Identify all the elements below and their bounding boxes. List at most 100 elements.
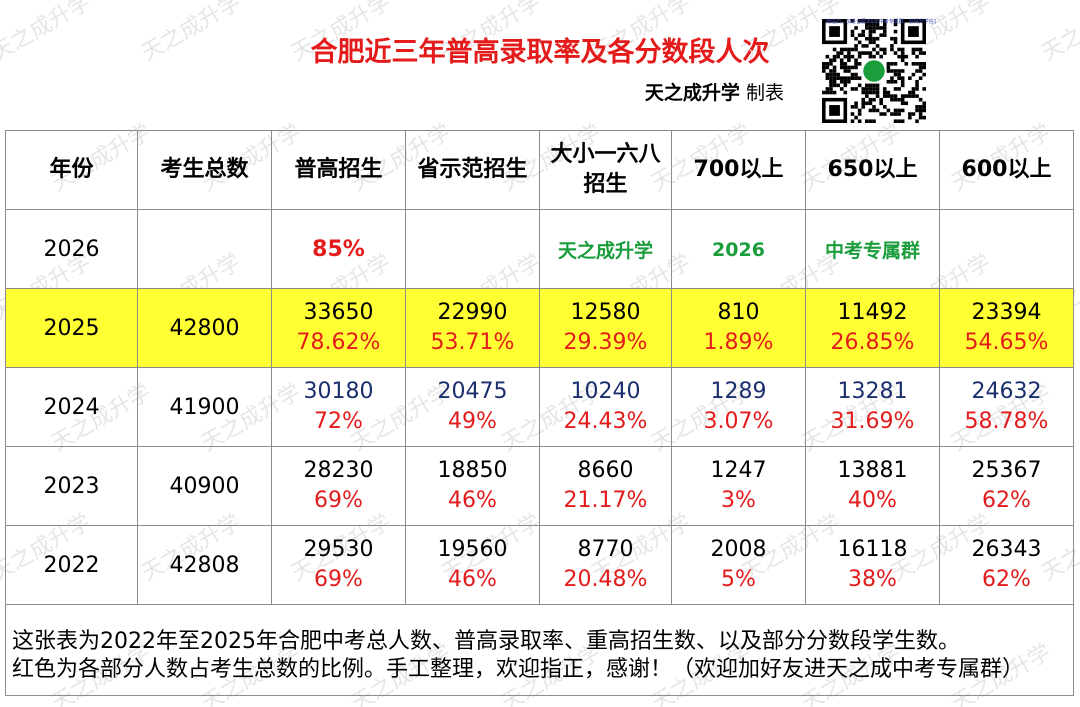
percent-value: 69% [314,567,363,592]
count-value: 24632 [971,379,1042,404]
count-value: 1289 [710,379,767,404]
count-value: 810 [717,300,760,325]
header-700: 700以上 [671,130,806,210]
percent-value: 31.69% [830,409,915,434]
admission-table: 年份 考生总数 普高招生 省示范招生 大小一六八 招生 700以上 650以上 … [5,130,1074,696]
value-cell: 13881 40% [805,446,940,526]
year-cell: 2026 [5,209,138,289]
percent-value: 24.43% [563,409,648,434]
percent-value: 53.71% [430,330,515,355]
value-cell: 2008 5% [671,525,806,605]
table-row-2025: 2025 42800 33650 78.62% 22990 53.71% 12580 29.3… [5,288,1074,368]
value-cell: 12580 29.39% [539,288,672,368]
value-cell: 23394 54.65% [939,288,1074,368]
year-cell: 2022 [5,525,138,605]
count-value: 11492 [837,300,908,325]
promo-text-2: 2026 [712,238,765,261]
percent-value: 29.39% [563,330,648,355]
empty-cell [939,209,1074,289]
header-total: 考生总数 [137,130,272,210]
value-cell: 1247 3% [671,446,806,526]
header-168-line2: 招生 [583,172,628,197]
total-cell: 41900 [137,367,272,447]
value-cell: 33650 78.62% [271,288,406,368]
year-cell: 2025 [5,288,138,368]
percent-value: 38% [848,567,897,592]
total-cell: 42808 [137,525,272,605]
count-value: 2008 [710,537,767,562]
percent-value: 46% [448,488,497,513]
value-cell: 28230 69% [271,446,406,526]
percent-value: 62% [982,567,1031,592]
table-row-2023: 2023 40900 28230 69% 18850 46% 8660 21.17% 1247 3… [5,446,1074,526]
count-value: 18850 [437,458,508,483]
qr-code-icon[interactable] [822,18,926,124]
year-cell: 2024 [5,367,138,447]
value-cell: 1289 3.07% [671,367,806,447]
percent-value: 40% [848,488,897,513]
year-cell: 2023 [5,446,138,526]
value-cell: 20475 49% [405,367,540,447]
value-cell: 29530 69% [271,525,406,605]
promo-text-1: 天之成升学 [557,239,653,262]
header-provincial: 省示范招生 [405,130,540,210]
header-row: 年份 考生总数 普高招生 省示范招生 大小一六八 招生 700以上 650以上 … [5,130,1074,210]
promo-cell-3: 中考专属群 [805,209,940,289]
value-cell: 13281 31.69% [805,367,940,447]
maker-credit: 天之成升学 制表 [645,78,784,105]
percent-value: 54.65% [964,330,1049,355]
notes-cell: 这张表为2022年至2025年合肥中考总人数、普高录取率、重高招生数、以及部分分… [5,604,1074,696]
table-row-2026: 2026 85% 天之成升学 2026 中考专属群 [5,209,1074,289]
count-value: 13881 [837,458,908,483]
count-value: 29530 [303,537,374,562]
empty-cell [405,209,540,289]
value-cell: 30180 72% [271,367,406,447]
header-general: 普高招生 [271,130,406,210]
rate-2026-value: 85% [312,236,365,262]
total-cell [137,209,272,289]
percent-value: 58.78% [964,409,1049,434]
value-cell: 26343 62% [939,525,1074,605]
value-cell: 10240 24.43% [539,367,672,447]
note-line-1: 这张表为2022年至2025年合肥中考总人数、普高录取率、重高招生数、以及部分分… [12,629,960,654]
percent-value: 20.48% [563,567,648,592]
percent-value: 46% [448,567,497,592]
value-cell: 18850 46% [405,446,540,526]
total-cell: 42800 [137,288,272,368]
value-cell: 8770 20.48% [539,525,672,605]
header-650: 650以上 [805,130,940,210]
qr-caption: 微信扫，加进合肥2026中考专属群，获得升学信息加入交流群 [826,19,936,25]
count-value: 13281 [837,379,908,404]
promo-cell-2: 2026 [671,209,806,289]
count-value: 25367 [971,458,1042,483]
table-row-2024: 2024 41900 30180 72% 20475 49% 10240 24.43% 1289… [5,367,1074,447]
value-cell: 22990 53.71% [405,288,540,368]
count-value: 8660 [577,458,634,483]
value-cell: 16118 38% [805,525,940,605]
percent-value: 78.62% [296,330,381,355]
header-year: 年份 [5,130,138,210]
count-value: 16118 [837,537,908,562]
count-value: 23394 [971,300,1042,325]
promo-cell-1: 天之成升学 [539,209,672,289]
promo-text-3: 中考专属群 [824,239,920,262]
count-value: 19560 [437,537,508,562]
count-value: 33650 [303,300,374,325]
header-600: 600以上 [939,130,1074,210]
count-value: 10240 [570,379,641,404]
page-title: 合肥近三年普高录取率及各分数段人次 [310,37,770,68]
count-value: 8770 [577,537,634,562]
rate-2026: 85% [271,209,406,289]
percent-value: 69% [314,488,363,513]
note-line-2: 红色为各部分人数占考生总数的比例。手工整理，欢迎指正，感谢！（欢迎加好友进天之成… [12,657,1025,682]
value-cell: 8660 21.17% [539,446,672,526]
value-cell: 810 1.89% [671,288,806,368]
percent-value: 72% [314,409,363,434]
percent-value: 21.17% [563,488,648,513]
count-value: 22990 [437,300,508,325]
header-168-line1: 大小一六八 [550,142,661,167]
percent-value: 5% [721,567,756,592]
data-rows: 2025 42800 33650 78.62% 22990 53.71% 12580 29.3… [5,288,1074,605]
header-168: 大小一六八 招生 [539,130,672,210]
count-value: 28230 [303,458,374,483]
